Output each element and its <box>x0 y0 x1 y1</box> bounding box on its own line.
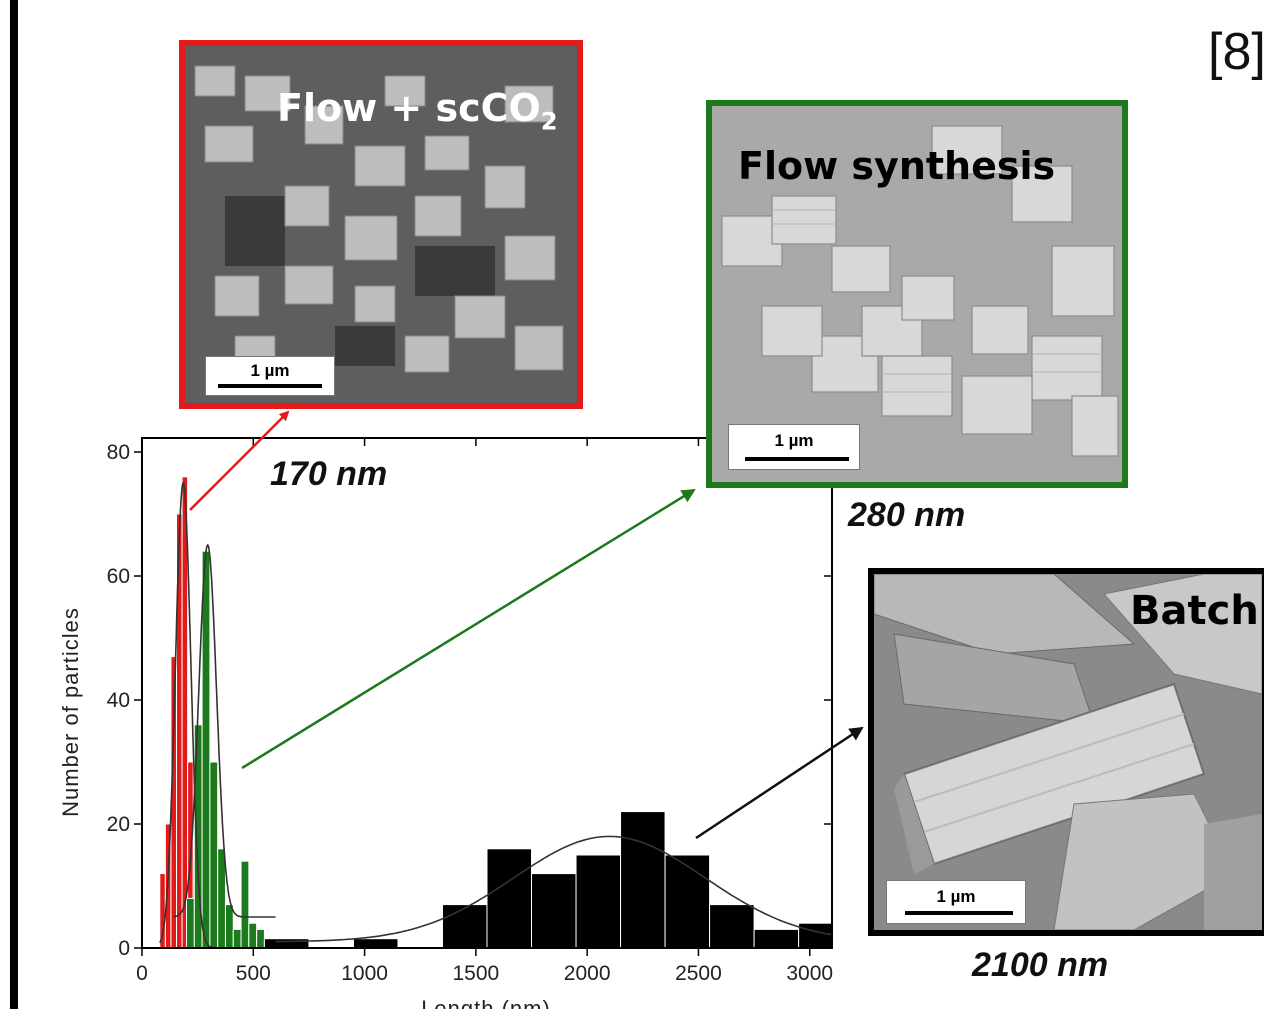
scale-bar-batch: 1 µm <box>886 880 1026 924</box>
fit-flow_fit <box>173 543 276 918</box>
bars-layer <box>159 476 833 949</box>
scale-bar-flow-scco2: 1 µm <box>205 356 335 396</box>
bar-batch-5 <box>575 854 622 949</box>
sem-image-flow-synthesis: Flow synthesis 1 µm <box>706 100 1128 488</box>
y-tick-label-1: 20 <box>107 813 130 836</box>
bar-flow-7 <box>240 860 250 949</box>
x-tick-label-2: 1000 <box>341 962 388 985</box>
x-tick-label-1: 500 <box>236 962 271 985</box>
panel-label-flow-scco2: Flow + scCO2 <box>277 86 558 136</box>
x-tick-label-6: 3000 <box>786 962 833 985</box>
arrow-to-flow-synthesis <box>241 488 696 770</box>
arrow-to-flow-scco2 <box>189 410 290 511</box>
bar-batch-9 <box>753 928 800 949</box>
y-tick-label-3: 60 <box>107 565 130 588</box>
fit-flow_scco2_fit <box>159 481 216 949</box>
y-tick-label-2: 40 <box>107 689 130 712</box>
bar-batch-7 <box>664 854 711 949</box>
bar-batch-8 <box>709 904 755 949</box>
bar-flow-3 <box>209 761 219 949</box>
bar-batch-4 <box>531 873 577 949</box>
ticks-layer: 0 500 1000 1500 2000 2500 3000 0 20 40 60 80 <box>107 438 833 985</box>
bar-batch-10 <box>798 922 833 949</box>
y-tick-label-4: 80 <box>107 441 130 464</box>
bar-flow-0 <box>186 897 195 949</box>
y-axis-label: Number of particles <box>58 607 83 817</box>
fit-batch_fit <box>275 835 833 943</box>
plot-frame <box>141 437 833 949</box>
bar-flow-4 <box>217 848 226 949</box>
bar-batch-0 <box>263 938 310 949</box>
sem-image-batch: Batch 1 µm <box>868 568 1264 936</box>
x-tick-label-0: 0 <box>136 962 148 985</box>
reference-label: [8] <box>1208 23 1264 81</box>
x-tick-label-3: 1500 <box>453 962 500 985</box>
sem-image-flow-scco2: Flow + scCO2 1 µm <box>179 40 583 409</box>
panel-label-batch: Batch <box>1130 588 1259 634</box>
bar-flow-9 <box>256 928 265 949</box>
x-tick-label-5: 2500 <box>675 962 722 985</box>
x-tick-label-4: 2000 <box>564 962 611 985</box>
bar-batch-1 <box>352 938 399 949</box>
bar-batch-2 <box>441 904 488 949</box>
size-label-2100: 2100 nm <box>972 946 1109 984</box>
bar-batch-6 <box>620 811 666 949</box>
bar-flow-6 <box>232 928 242 949</box>
left-border-line <box>10 0 18 1009</box>
bar-flow-2 <box>201 550 211 949</box>
y-tick-label-0: 0 <box>118 937 130 960</box>
size-label-170: 170 nm <box>270 455 388 493</box>
bar-flow-5 <box>224 904 234 949</box>
arrow-to-batch <box>695 726 864 840</box>
x-axis-label: Length (nm) <box>421 996 551 1009</box>
bar-flow-8 <box>248 922 258 949</box>
scale-bar-flow-synthesis: 1 µm <box>728 424 860 470</box>
size-label-280: 280 nm <box>848 496 966 534</box>
bar-batch-3 <box>486 848 533 949</box>
fit-curves-layer <box>159 481 833 949</box>
panel-label-flow-synthesis: Flow synthesis <box>738 144 1056 188</box>
